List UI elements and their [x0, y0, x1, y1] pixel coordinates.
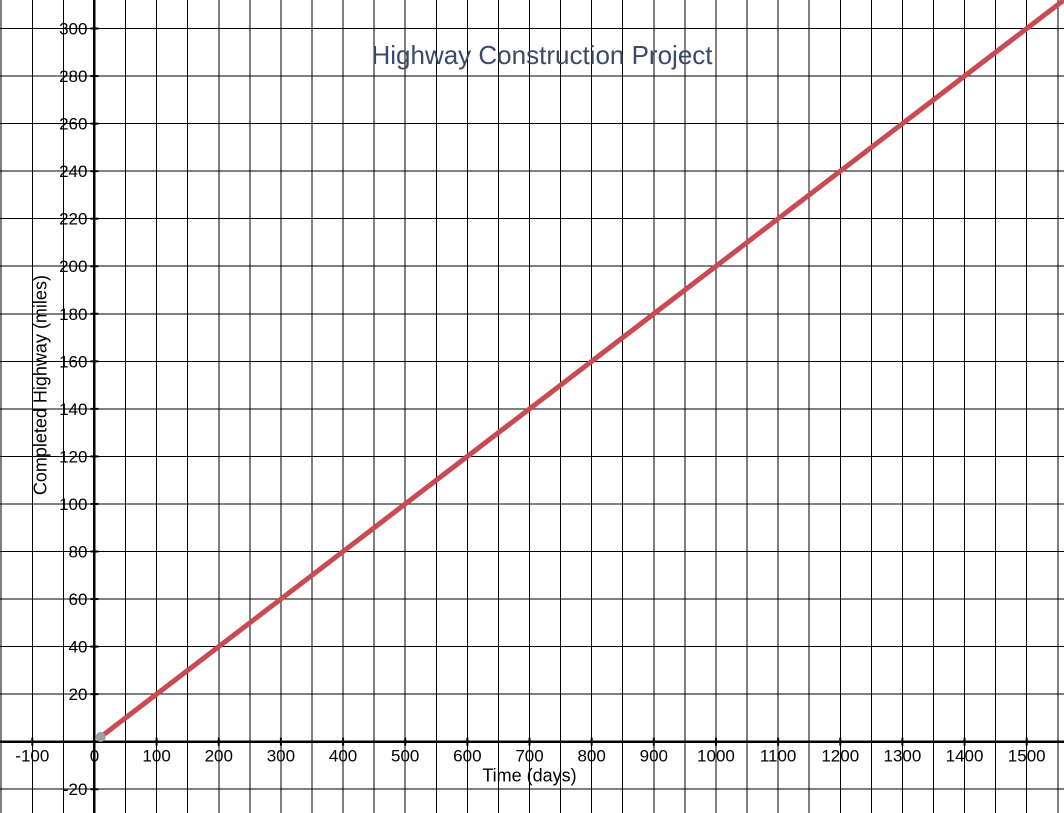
x-tick-label: 900: [640, 747, 668, 766]
y-axis-label: Completed Highway (miles): [30, 275, 50, 495]
y-tick-label: 160: [59, 352, 87, 371]
x-tick-label: -100: [15, 747, 49, 766]
x-tick-label: 400: [329, 747, 357, 766]
y-tick-label: 260: [59, 115, 87, 134]
y-tick-label: 120: [59, 447, 87, 466]
x-tick-label: 300: [267, 747, 295, 766]
y-tick-label: 60: [69, 590, 88, 609]
x-tick-label: 700: [515, 747, 543, 766]
y-tick-label: 80: [69, 543, 88, 562]
y-tick-label: 20: [69, 685, 88, 704]
y-tick-label: 40: [69, 638, 88, 657]
x-tick-label: 0: [90, 747, 99, 766]
x-tick-label: 1400: [946, 747, 984, 766]
line-chart: -100 0 100 200 300 400 500 600 700 800 900 1000 1100…: [0, 0, 1064, 813]
y-tick-label: 100: [59, 495, 87, 514]
y-tick-label: 300: [59, 20, 87, 39]
y-tick-label: 200: [59, 257, 87, 276]
x-tick-label: 1100: [760, 747, 797, 766]
x-tick-label: 1300: [883, 747, 921, 766]
y-tick-label: 140: [59, 400, 87, 419]
y-tick-label: 240: [59, 162, 87, 181]
x-axis-label: Time (days): [482, 766, 576, 786]
x-tick-label: 800: [577, 747, 605, 766]
x-tick-label: 100: [142, 747, 170, 766]
x-tick-label: 1000: [697, 747, 735, 766]
chart-svg: -100 0 100 200 300 400 500 600 700 800 900 1000 1100…: [0, 0, 1064, 813]
y-tick-label: 220: [59, 210, 87, 229]
x-tick-label: 1500: [1008, 747, 1046, 766]
x-tick-label: 1200: [821, 747, 859, 766]
chart-title: Highway Construction Project: [371, 40, 713, 70]
x-tick-label: 500: [391, 747, 419, 766]
y-tick-label: -20: [63, 780, 88, 799]
line-start-marker: [96, 732, 106, 742]
x-tick-label: 600: [453, 747, 481, 766]
y-tick-label: 280: [59, 67, 87, 86]
x-tick-label: 200: [205, 747, 233, 766]
y-tick-label: 180: [59, 305, 87, 324]
